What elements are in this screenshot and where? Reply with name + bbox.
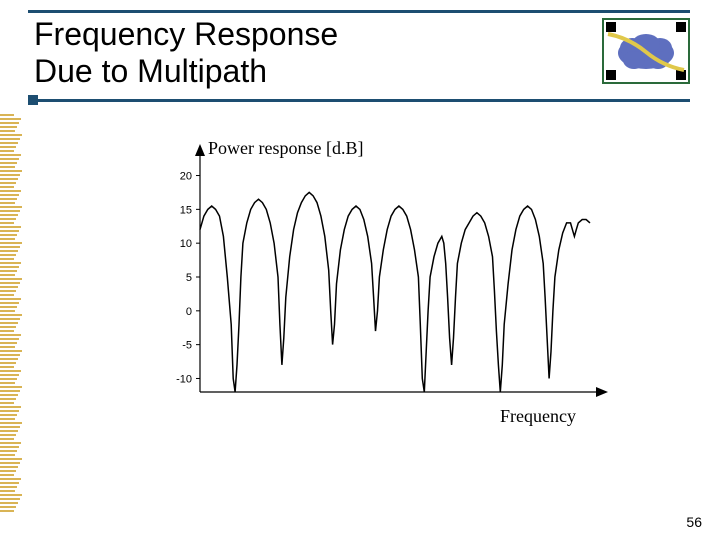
y-axis-title: Power response [d.B] xyxy=(208,138,363,159)
svg-text:0: 0 xyxy=(186,306,192,318)
svg-text:20: 20 xyxy=(180,171,192,183)
svg-text:-10: -10 xyxy=(176,373,192,385)
top-rule xyxy=(28,10,690,13)
page-number: 56 xyxy=(686,514,702,530)
svg-text:-5: -5 xyxy=(182,340,192,352)
x-axis-title: Frequency xyxy=(500,406,576,427)
slide-title: Frequency Response Due to Multipath xyxy=(34,16,338,90)
svg-text:5: 5 xyxy=(186,272,192,284)
rule-square-icon xyxy=(28,95,38,105)
title-line-1: Frequency Response xyxy=(34,16,338,53)
network-cloud-icon xyxy=(602,18,690,84)
svg-text:15: 15 xyxy=(180,204,192,216)
svg-text:10: 10 xyxy=(180,238,192,250)
title-underline xyxy=(28,99,690,102)
frequency-response-chart: -10 -5 0 5 10 15 20 Power response [d.B] Frequ… xyxy=(150,140,610,430)
title-line-2: Due to Multipath xyxy=(34,53,338,90)
left-decorative-bars xyxy=(0,114,26,520)
